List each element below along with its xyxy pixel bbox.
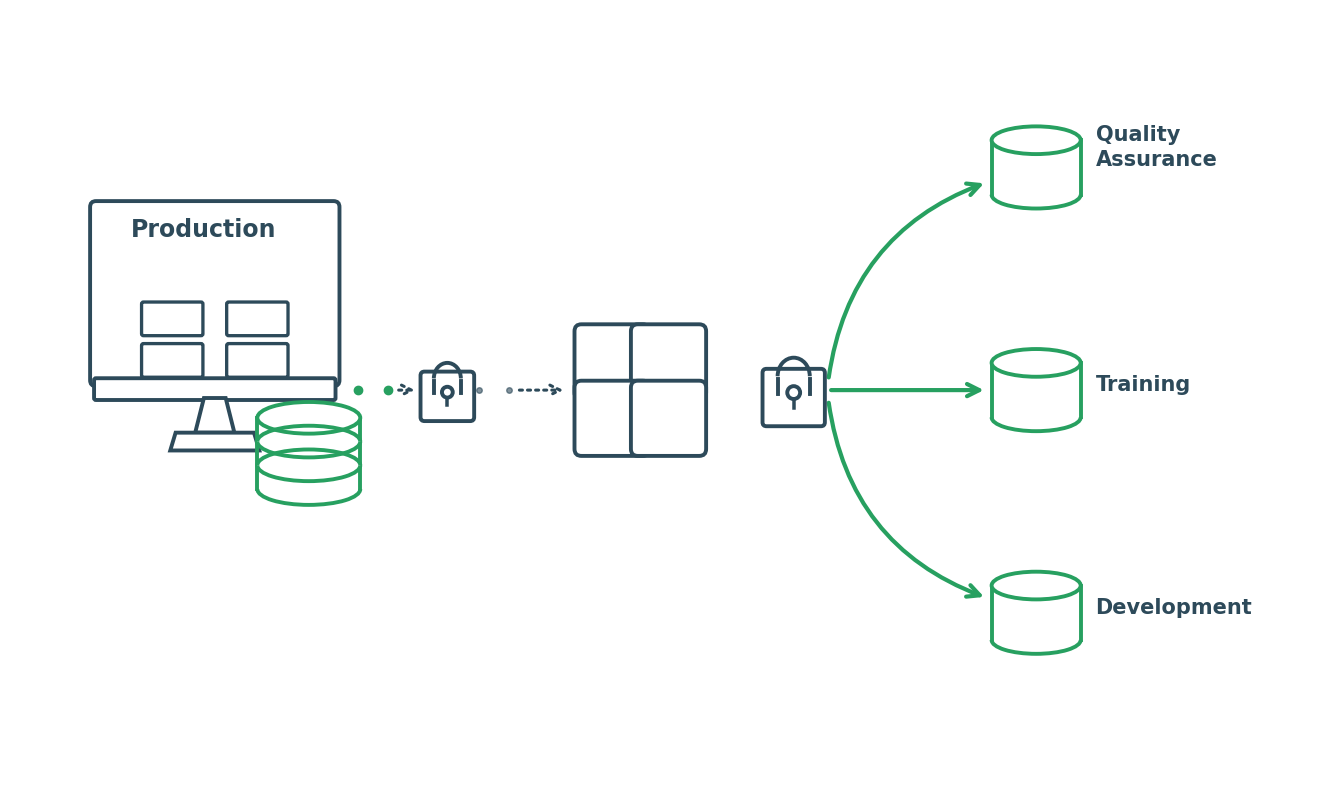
Text: Training: Training xyxy=(1096,375,1191,395)
FancyBboxPatch shape xyxy=(575,324,650,399)
Ellipse shape xyxy=(257,450,360,481)
FancyBboxPatch shape xyxy=(762,369,825,426)
FancyBboxPatch shape xyxy=(631,381,706,456)
Text: Production: Production xyxy=(131,218,276,242)
FancyBboxPatch shape xyxy=(226,302,288,336)
Polygon shape xyxy=(196,398,234,433)
FancyBboxPatch shape xyxy=(575,381,650,456)
Ellipse shape xyxy=(257,402,360,434)
Ellipse shape xyxy=(992,349,1080,377)
Ellipse shape xyxy=(257,426,360,458)
FancyBboxPatch shape xyxy=(90,201,339,386)
FancyBboxPatch shape xyxy=(421,371,474,421)
FancyBboxPatch shape xyxy=(94,378,335,400)
Polygon shape xyxy=(170,433,260,450)
Ellipse shape xyxy=(992,126,1080,154)
Text: Development: Development xyxy=(1096,598,1253,618)
FancyBboxPatch shape xyxy=(226,343,288,378)
FancyBboxPatch shape xyxy=(142,343,202,378)
FancyBboxPatch shape xyxy=(631,324,706,399)
Text: Quality
Assurance: Quality Assurance xyxy=(1096,126,1218,170)
Ellipse shape xyxy=(992,572,1080,599)
FancyBboxPatch shape xyxy=(142,302,202,336)
